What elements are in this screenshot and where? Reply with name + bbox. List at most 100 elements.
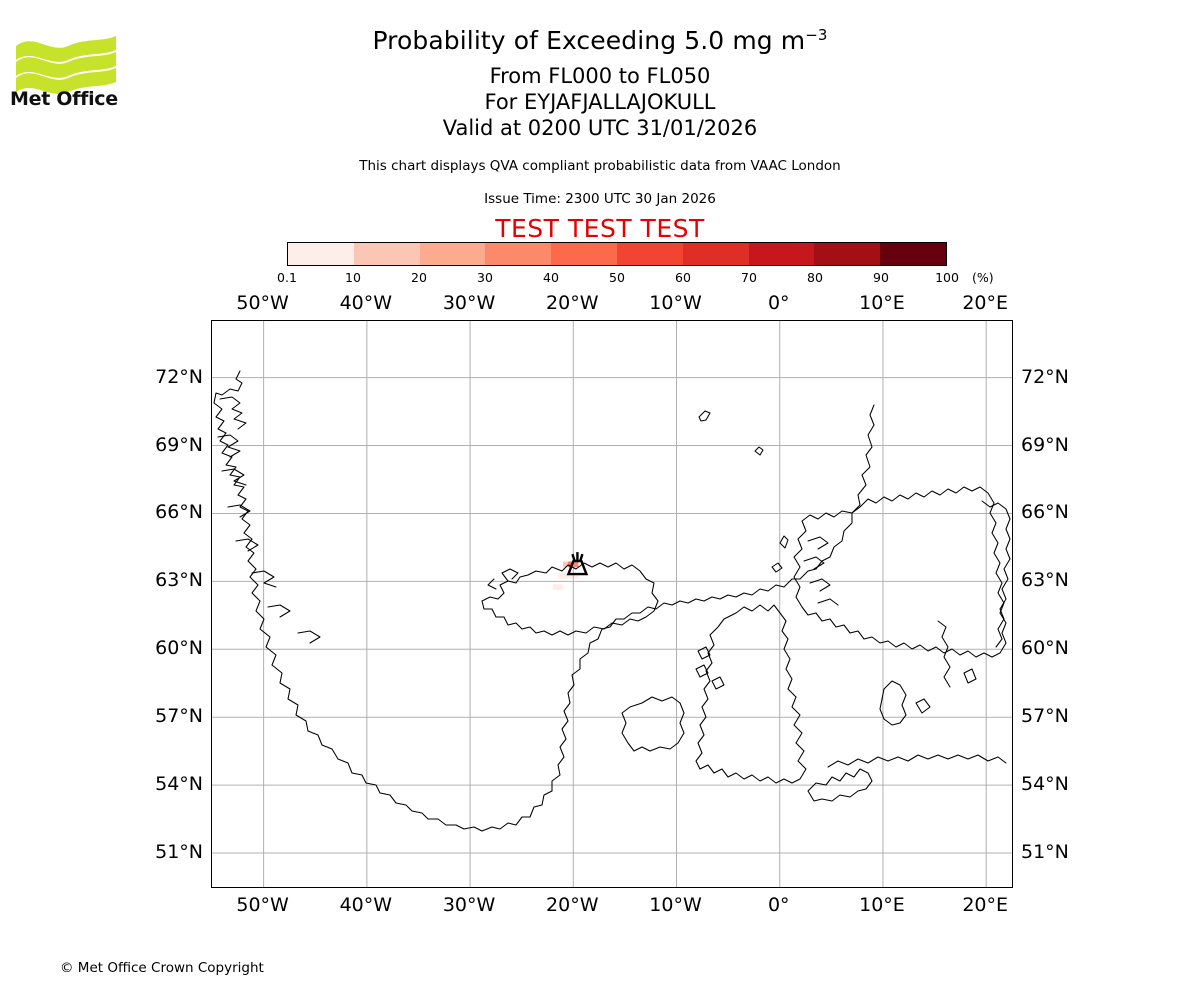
lon-label-top-50°W: 50°W [236, 292, 289, 314]
colorbar-tick-50: 50 [609, 270, 625, 285]
lon-label-bottom-50°W: 50°W [236, 894, 289, 916]
finland-coast [981, 500, 1011, 648]
lon-label-bottom-20°E: 20°E [962, 894, 1009, 916]
ash-cell-2 [562, 561, 569, 568]
ash-cell-4 [557, 572, 563, 579]
norway-fjord-c [809, 578, 831, 592]
page-title-exponent: −3 [805, 26, 828, 44]
greenland-fjords-a [219, 396, 247, 430]
outer-hebrides-south [695, 664, 709, 678]
colorbar-segment-5 [616, 243, 683, 265]
volcano-plume-line-0 [571, 553, 576, 562]
great-britain-coast [695, 604, 807, 784]
lon-label-top-20°W: 20°W [546, 292, 599, 314]
lon-label-bottom-10°E: 10°E [859, 894, 905, 916]
lat-label-left-57°N: 57°N [155, 705, 203, 728]
map-plot-area [211, 320, 1013, 888]
colorbar-tick-60: 60 [675, 270, 691, 285]
outer-hebrides-north [697, 646, 711, 660]
colorbar-segment-8 [814, 243, 881, 265]
lat-label-right-57°N: 57°N [1021, 705, 1069, 728]
scandinavia-coast [793, 486, 1007, 658]
ash-cell-7 [568, 572, 574, 579]
greenland-fjords-f [251, 570, 277, 588]
ash-probability-cells [552, 561, 579, 590]
greenland-fjords-b [217, 434, 241, 458]
lon-label-bottom-20°W: 20°W [546, 894, 599, 916]
greenland-fjords-h [297, 630, 321, 644]
greenland-fjords-e [235, 538, 259, 552]
lon-label-top-0°: 0° [767, 292, 790, 314]
colorbar-segment-0 [288, 243, 354, 265]
greenland-coast [213, 370, 875, 832]
lat-label-right-51°N: 51°N [1021, 841, 1069, 864]
volcano-plume-line-2 [579, 553, 584, 562]
colorbar-units: (%) [972, 270, 994, 285]
lon-label-bottom-10°W: 10°W [649, 894, 702, 916]
lon-label-top-10°W: 10°W [649, 292, 702, 314]
lat-label-left-51°N: 51°N [155, 841, 203, 864]
shetland-islands [779, 535, 789, 549]
orkney-islands [771, 562, 783, 573]
greenland-fjords-d [227, 504, 251, 518]
ireland-coast [621, 696, 685, 752]
coastlines [213, 370, 1011, 832]
zealand-island [915, 698, 931, 714]
lon-label-bottom-40°W: 40°W [339, 894, 393, 916]
ash-cell-8 [573, 572, 579, 579]
colorbar-tick-10: 10 [345, 270, 361, 285]
european-north-coast [827, 754, 1007, 768]
gotland-island [963, 668, 977, 684]
norway-fjord-d [817, 598, 839, 606]
lat-label-left-63°N: 63°N [155, 569, 203, 592]
colorbar-segment-9 [880, 243, 946, 265]
greenland-fjords-g [267, 604, 291, 618]
denmark-coast [879, 680, 907, 726]
colorbar-tick-70: 70 [741, 270, 757, 285]
issue-time: Issue Time: 2300 UTC 30 Jan 2026 [484, 191, 716, 207]
ash-cell-3 [562, 572, 569, 579]
map-gridlines [212, 321, 1012, 887]
jan-mayen-island [698, 410, 711, 422]
lat-label-right-54°N: 54°N [1021, 773, 1069, 796]
colorbar-segment-2 [419, 243, 486, 265]
volcano-marker [566, 552, 589, 576]
ash-cell-0 [568, 561, 574, 568]
lat-label-right-72°N: 72°N [1021, 365, 1069, 388]
colorbar-segment-6 [682, 243, 749, 265]
flight-level-subtitle: From FL000 to FL050 [489, 64, 711, 88]
lon-label-top-20°E: 20°E [962, 292, 1009, 314]
isle-of-skye [711, 676, 725, 690]
norway-fjord-a [807, 536, 829, 550]
colorbar-tick-20: 20 [411, 270, 427, 285]
iceland-coast [481, 562, 659, 636]
faroe-islands [754, 446, 764, 456]
colorbar-segment-4 [551, 243, 617, 265]
lat-label-left-60°N: 60°N [155, 637, 203, 660]
colorbar-tick-90: 90 [873, 270, 889, 285]
page-title: Probability of Exceeding 5.0 mg m−3 [0, 26, 1200, 55]
colorbar-tick-40: 40 [543, 270, 559, 285]
lon-label-top-30°W: 30°W [442, 292, 496, 314]
test-banner: TEST TEST TEST [495, 214, 705, 243]
met-office-logo [16, 36, 116, 94]
lat-label-left-72°N: 72°N [155, 365, 203, 388]
greenland-fjords-c [221, 468, 247, 486]
colorbar-tick-0.1: 0.1 [277, 270, 297, 285]
norway-fjord-b [803, 556, 825, 570]
colorbar [287, 242, 947, 266]
lat-label-right-66°N: 66°N [1021, 501, 1069, 524]
lon-label-top-10°E: 10°E [859, 292, 905, 314]
iceland-westfjords-b [487, 578, 497, 590]
ash-cell-5 [557, 584, 563, 590]
colorbar-tick-labels: 0.1 10 20 30 40 50 60 70 80 90 100 [277, 270, 959, 286]
logo-waves [16, 36, 116, 94]
colorbar-segment-1 [353, 243, 420, 265]
lon-label-bottom-30°W: 30°W [442, 894, 496, 916]
colorbar-tick-30: 30 [477, 270, 493, 285]
lat-label-left-66°N: 66°N [155, 501, 203, 524]
lat-label-right-60°N: 60°N [1021, 637, 1069, 660]
ash-cell-1 [573, 561, 579, 568]
ash-cell-6 [552, 584, 558, 590]
copyright-notice: © Met Office Crown Copyright [60, 960, 264, 976]
